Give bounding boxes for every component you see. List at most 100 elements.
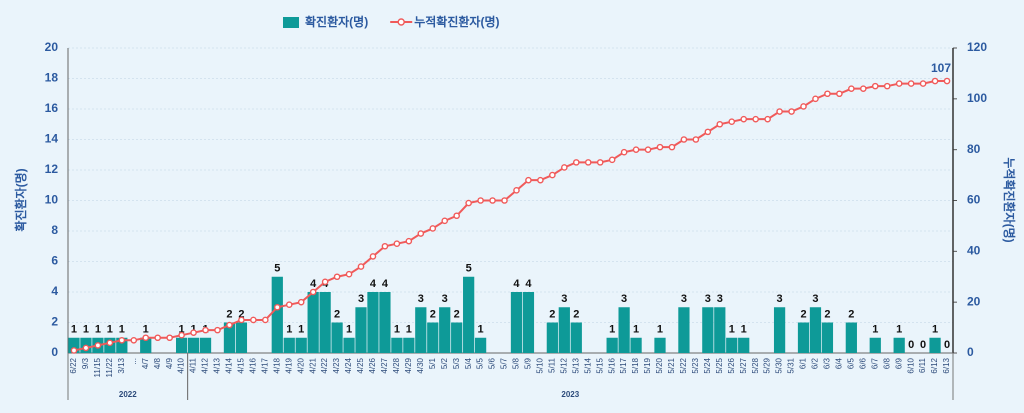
data-label: 1 [83, 324, 89, 336]
line-point [752, 115, 759, 123]
x-tick-label: 5/5 [476, 357, 485, 369]
x-tick-label: 4/9 [165, 357, 174, 369]
line-point [776, 108, 783, 115]
line-point [154, 334, 161, 342]
line-point [441, 217, 449, 225]
x-tick-label: 6/2 [811, 357, 820, 369]
x-tick-label: 4/26 [368, 357, 377, 373]
line-point [106, 339, 114, 347]
x-tick-label: ... [129, 358, 138, 365]
bar [427, 322, 439, 353]
bar [355, 307, 367, 353]
line-point [501, 197, 508, 204]
data-label: 1 [729, 324, 735, 336]
data-label: 1 [95, 324, 101, 336]
x-tick-label: 4/21 [308, 357, 317, 373]
x-tick-label: 5/16 [607, 357, 616, 373]
data-label: 3 [681, 293, 687, 305]
data-label: 5 [274, 263, 280, 275]
x-tick-label: 4/29 [404, 357, 413, 373]
y-axis-label: 확진환자(명) [13, 168, 28, 231]
y-tick-label: 20 [45, 40, 59, 54]
x-tick-label: 6/7 [870, 357, 879, 369]
x-tick-label: 6/1 [799, 357, 808, 369]
x-tick-label: 6/22 [69, 357, 78, 373]
x-tick-label: 5/7 [500, 357, 509, 369]
y-tick-label: 18 [45, 71, 59, 85]
y2-tick-label: 0 [967, 345, 974, 359]
line-point [620, 148, 628, 156]
bar [702, 307, 714, 353]
x-tick-label: 4/20 [296, 357, 305, 373]
data-label: 3 [418, 293, 424, 305]
line-point [537, 176, 544, 184]
bar [606, 337, 618, 353]
bar [630, 337, 642, 353]
data-label: 3 [777, 293, 783, 305]
y-tick-label: 10 [45, 193, 59, 207]
bar [869, 337, 881, 353]
x-tick-label: 5/14 [583, 357, 592, 373]
x-tick-label: 5/9 [524, 357, 533, 369]
bar [726, 337, 738, 353]
data-label: 1 [119, 324, 125, 336]
y2-tick-label: 60 [967, 193, 981, 207]
x-tick-label: 4/8 [153, 357, 162, 369]
x-tick-label: 4/15 [237, 357, 246, 373]
line-point [190, 329, 197, 336]
bar [295, 337, 307, 353]
line-point [405, 237, 413, 245]
x-tick-label: 4/18 [272, 357, 281, 373]
y-tick-label: 6 [51, 254, 58, 268]
x-tick-label: 4/7 [141, 357, 150, 369]
group-label: 2022 [119, 390, 137, 399]
line-point [608, 156, 616, 164]
x-tick-label: 11/22 [105, 357, 114, 377]
y2-axis-label: 누적확진환자(명) [1002, 157, 1017, 242]
data-label: 4 [370, 278, 377, 290]
line-point [465, 199, 472, 207]
x-tick-label: 5/17 [619, 357, 628, 373]
data-label: 0 [908, 339, 914, 351]
line-point [525, 176, 532, 184]
x-tick-label: 5/13 [571, 357, 580, 373]
line-point [333, 273, 341, 281]
bar [391, 337, 403, 353]
data-label: 3 [358, 293, 364, 305]
y-tick-label: 2 [51, 315, 58, 329]
bar [68, 337, 80, 353]
x-tick-label: 5/4 [464, 357, 473, 369]
data-label: 1 [657, 324, 663, 336]
line-point [656, 143, 664, 151]
bar [845, 322, 857, 353]
x-tick-label: 4/11 [189, 357, 198, 373]
line-point [740, 115, 748, 123]
bar [546, 322, 558, 353]
bar [714, 307, 726, 353]
line-point [919, 80, 927, 87]
data-label: 1 [872, 324, 878, 336]
bar [654, 337, 666, 353]
x-tick-label: 4/24 [344, 357, 353, 373]
data-label: 2 [334, 308, 340, 320]
x-tick-label: 4/13 [213, 357, 222, 373]
bar [773, 307, 786, 353]
data-label: 4 [310, 278, 317, 290]
line-point [477, 197, 484, 204]
x-tick-label: 4/25 [356, 357, 365, 373]
data-label: 1 [298, 324, 304, 336]
line-point [716, 120, 724, 128]
data-label: 1 [71, 324, 77, 336]
data-label: 0 [944, 339, 950, 351]
bar [558, 307, 570, 353]
line-point [632, 146, 640, 153]
line-point [584, 159, 592, 166]
y2-tick-label: 40 [967, 244, 981, 258]
line-point [489, 197, 496, 204]
x-tick-label: 4/27 [380, 357, 389, 373]
line-point [202, 326, 209, 334]
line-point [417, 230, 425, 237]
line-point [321, 278, 329, 286]
line-point [764, 115, 771, 123]
x-tick-label: 6/10 [906, 357, 915, 373]
